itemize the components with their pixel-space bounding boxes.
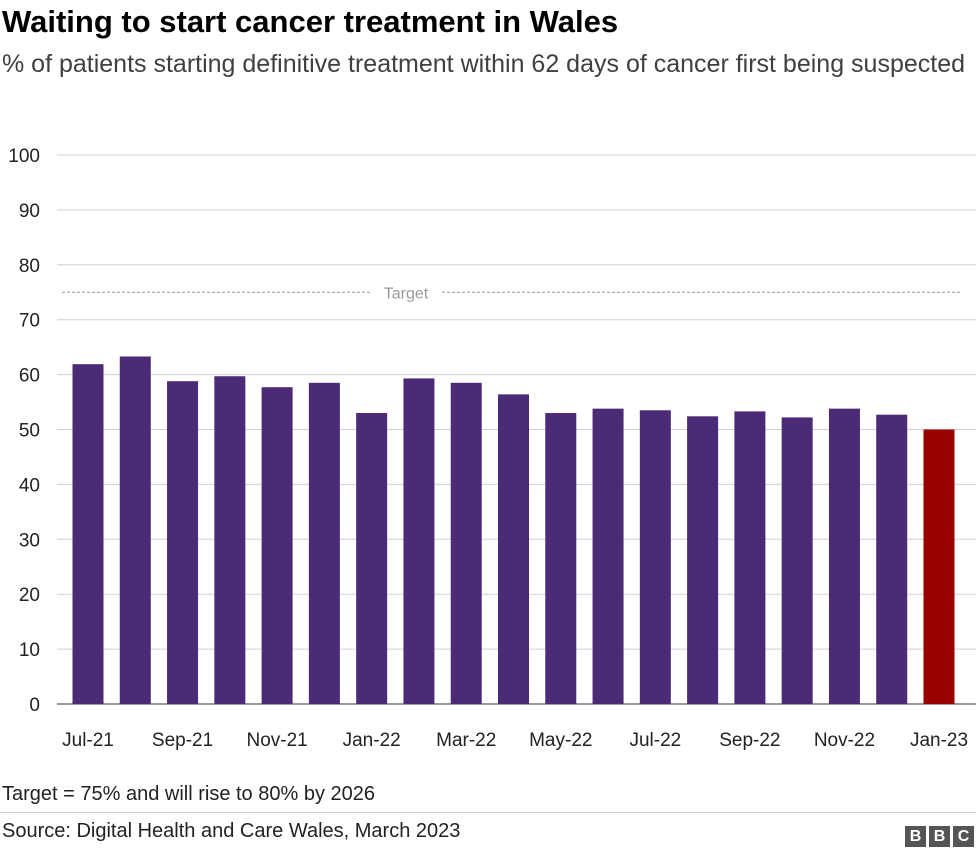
bar-chart: 0 10 20 30 40 50 60 70 80 90 100 Jul-21 Sep-21 Nov-21…: [8, 146, 976, 751]
bar-Apr-22: [498, 394, 529, 704]
y-tick-label: 60: [19, 366, 40, 387]
bar-Aug-21: [119, 356, 151, 704]
bar-Jan-22: [356, 413, 388, 704]
y-tick-label: 90: [19, 201, 40, 222]
x-tick-label: Jul-22: [629, 730, 681, 751]
y-tick-label: 80: [19, 256, 40, 277]
y-tick-label: 30: [19, 530, 40, 551]
x-tick-label: Sep-21: [152, 730, 213, 751]
target-note: Target = 75% and will rise to 80% by 202…: [2, 783, 375, 805]
bar-Oct-22: [781, 417, 813, 704]
chart-title: Waiting to start cancer treatment in Wal…: [2, 4, 619, 39]
bar-Mar-22: [450, 382, 482, 704]
x-tick-label: Jan-23: [910, 730, 968, 751]
y-tick-label: 20: [19, 585, 40, 606]
x-tick-label: Jan-22: [343, 730, 401, 751]
x-tick-label: Jul-21: [62, 730, 114, 751]
x-tick-label: Nov-22: [814, 730, 875, 751]
chart-subtitle: % of patients starting definitive treatm…: [2, 50, 966, 78]
y-tick-label: 10: [19, 640, 40, 661]
divider: [0, 812, 976, 813]
x-tick-label: Mar-22: [436, 730, 496, 751]
bar-Oct-21: [214, 376, 246, 704]
bar-Sep-22: [734, 411, 766, 704]
bar-Jul-22: [639, 410, 671, 704]
bar-Jan-23: [923, 429, 955, 704]
y-tick-label: 50: [19, 421, 40, 442]
y-tick-label: 40: [19, 475, 40, 496]
y-tick-label: 0: [29, 695, 40, 716]
bar-Feb-22: [403, 378, 435, 704]
x-tick-label: May-22: [529, 730, 592, 751]
y-tick-label: 70: [19, 311, 40, 332]
target-label: Target: [384, 285, 429, 302]
x-tick-label: Nov-21: [246, 730, 307, 751]
bar-May-22: [545, 413, 577, 704]
source-text: Source: Digital Health and Care Wales, M…: [2, 820, 461, 842]
bar-Jun-22: [592, 408, 624, 704]
bar-Dec-21: [308, 382, 340, 704]
x-tick-label: Sep-22: [719, 730, 780, 751]
y-tick-label: 100: [8, 146, 40, 167]
bar-Nov-22: [828, 408, 860, 704]
bar-Sep-21: [167, 381, 199, 704]
bar-Jul-21: [72, 364, 104, 704]
bar-Dec-22: [876, 414, 908, 704]
bar-Nov-21: [261, 387, 293, 704]
bar-Aug-22: [687, 416, 719, 704]
